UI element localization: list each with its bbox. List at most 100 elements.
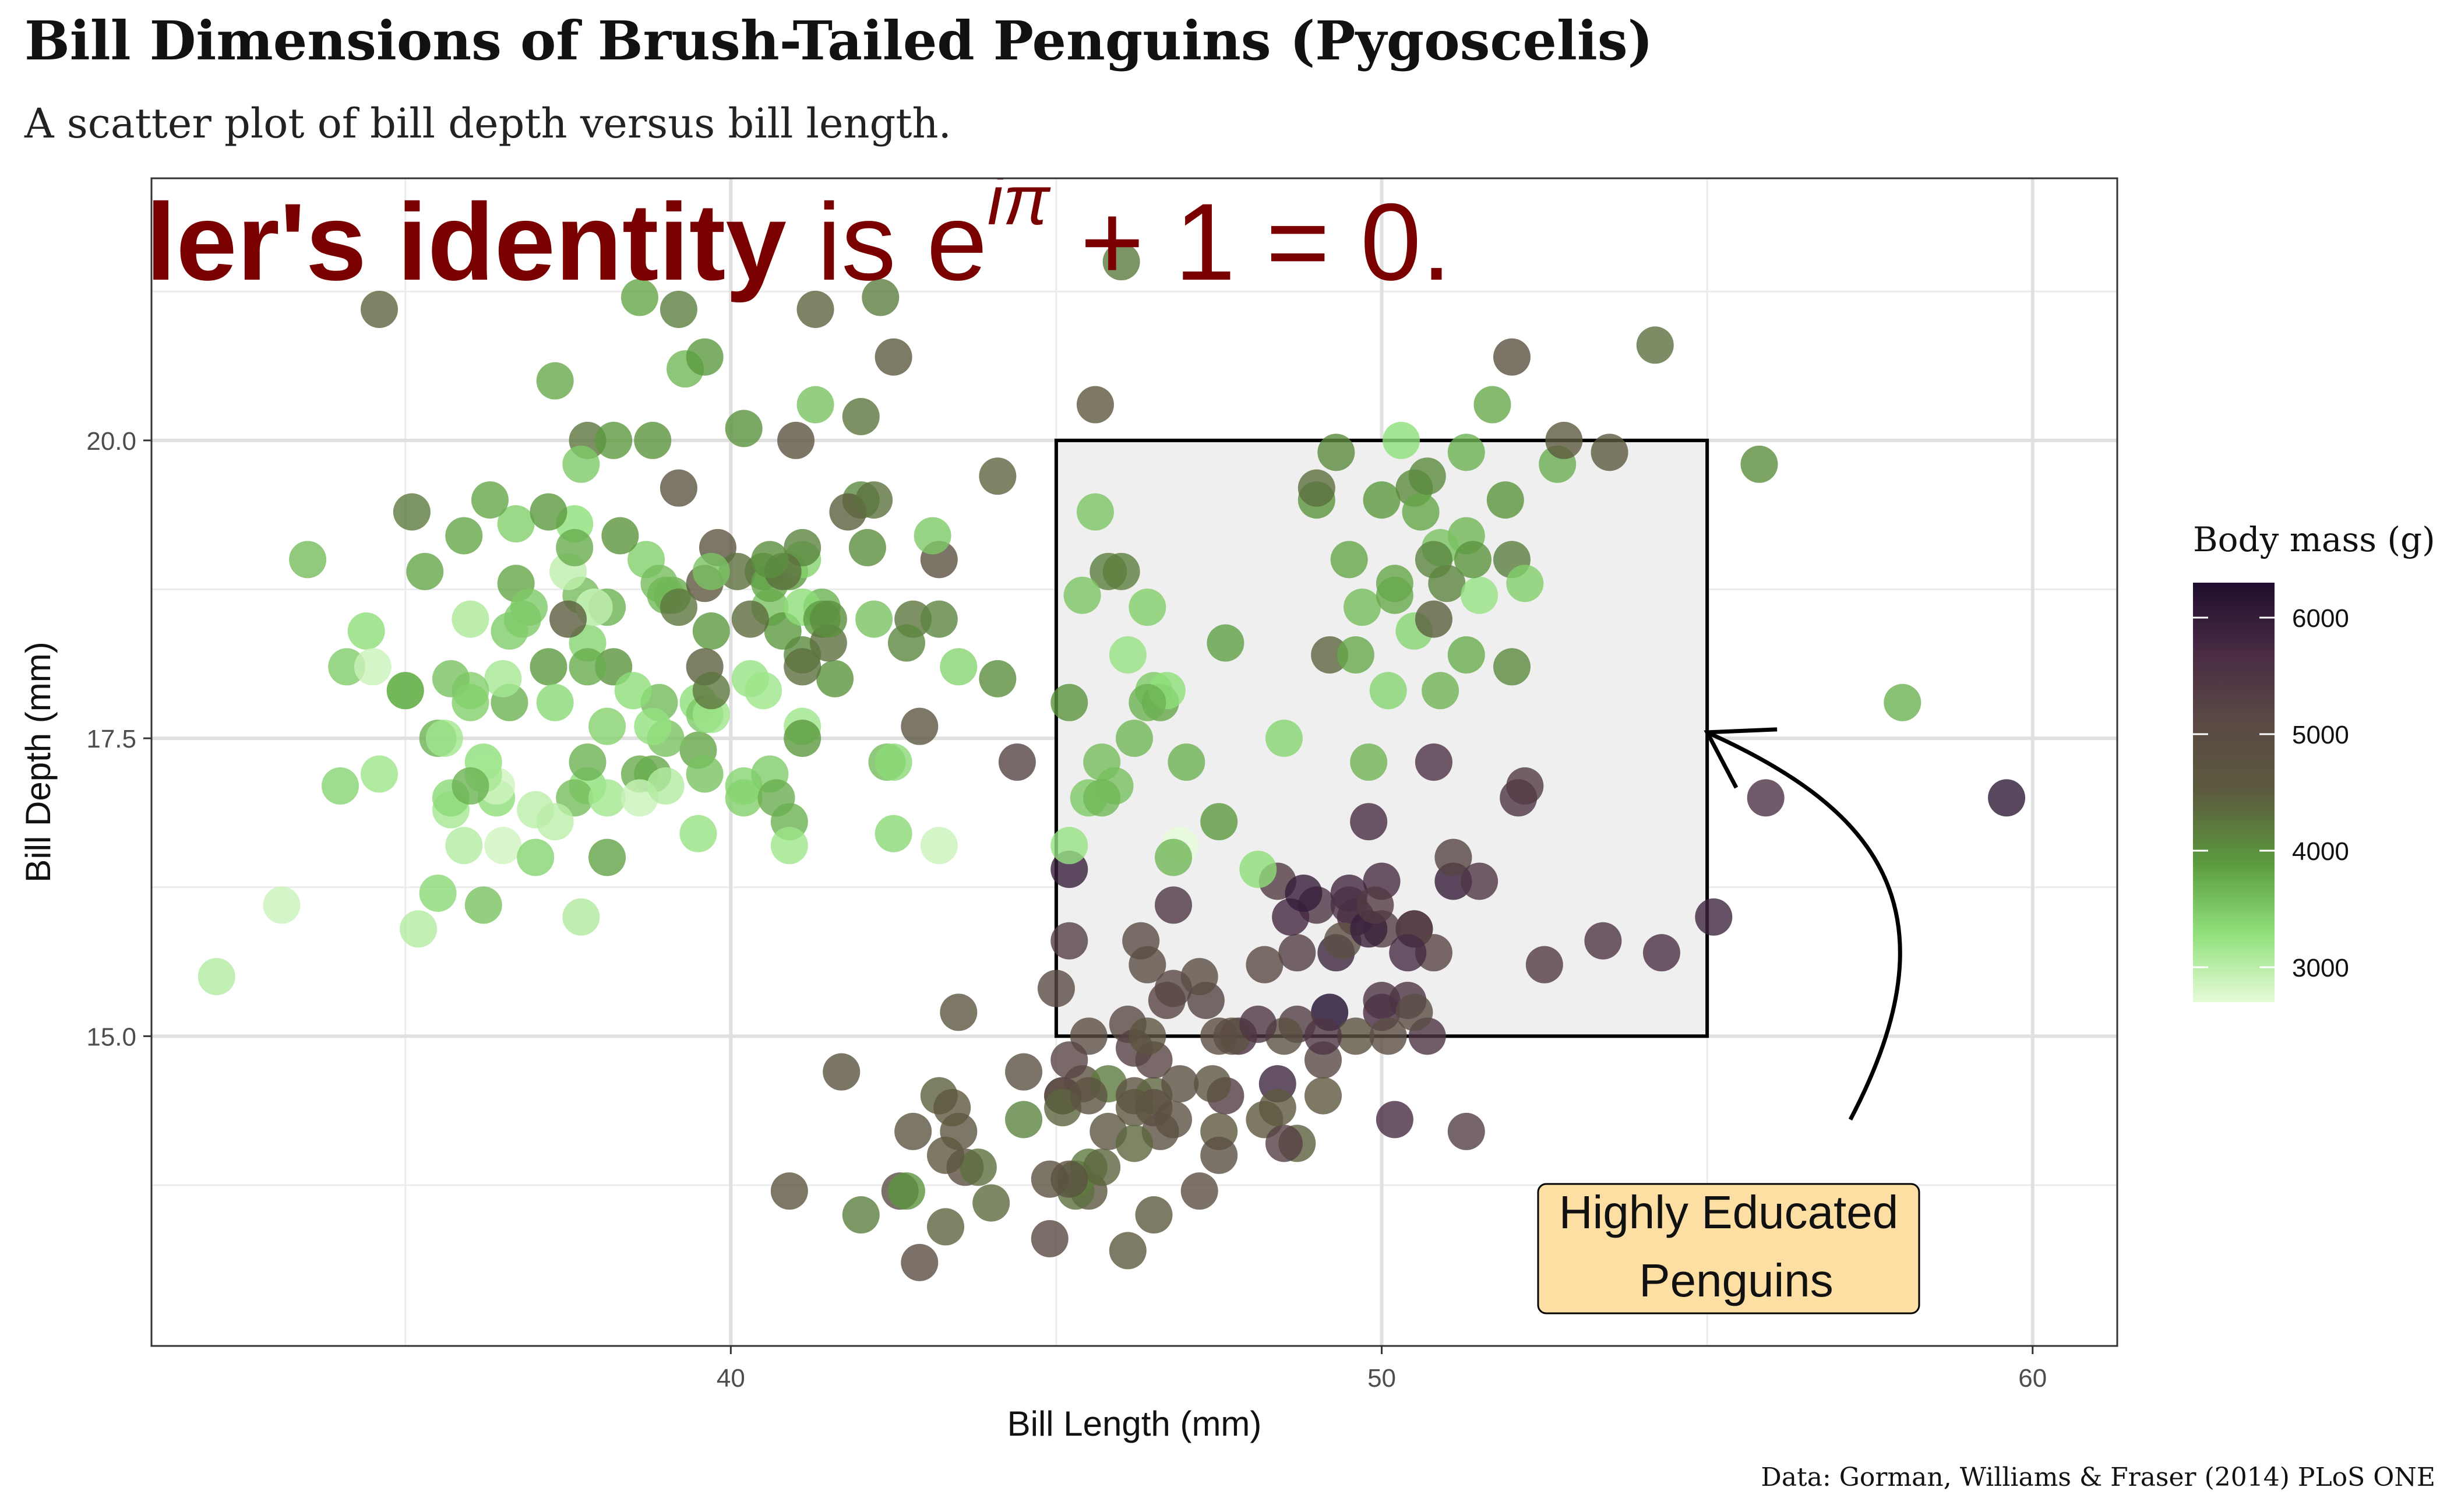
chart-subtitle: A scatter plot of bill depth versus bill… xyxy=(24,100,951,147)
data-point xyxy=(933,1089,971,1127)
data-point xyxy=(289,541,327,579)
data-point xyxy=(1695,898,1733,936)
data-point xyxy=(751,541,789,579)
data-point xyxy=(588,838,626,876)
annotation-arrowhead xyxy=(1704,727,1778,789)
data-point xyxy=(692,552,730,590)
data-point xyxy=(484,660,522,697)
legend-tick-label: 3000 xyxy=(2292,954,2349,982)
data-point xyxy=(784,648,821,686)
data-point xyxy=(1083,779,1121,817)
data-point xyxy=(1493,338,1531,376)
annotation-arrow xyxy=(1706,730,1902,1121)
data-point xyxy=(1129,588,1166,626)
data-point xyxy=(556,528,594,566)
data-point xyxy=(660,469,697,507)
data-point xyxy=(1278,934,1316,972)
data-point xyxy=(1050,683,1088,721)
annotation-label-line2: Penguins xyxy=(1639,1254,1834,1306)
legend-tick-label: 5000 xyxy=(2292,721,2349,749)
chart-title: Bill Dimensions of Brush-Tailed Penguins… xyxy=(24,9,1653,72)
data-point xyxy=(1376,1101,1413,1139)
data-point xyxy=(1747,779,1785,817)
data-point xyxy=(731,600,769,638)
data-point xyxy=(679,815,717,852)
data-point xyxy=(848,528,886,566)
data-point xyxy=(1031,1220,1069,1257)
data-point xyxy=(198,958,235,996)
data-point xyxy=(1031,1160,1069,1198)
data-point xyxy=(692,612,730,650)
data-point xyxy=(1461,576,1498,614)
data-point xyxy=(692,672,730,710)
data-point xyxy=(796,290,834,328)
data-point xyxy=(842,1196,880,1234)
euler-identity-annotation: ler's identity is eiπ + 1 = 0. xyxy=(146,161,1452,303)
data-point xyxy=(887,1172,925,1210)
data-point xyxy=(1200,1017,1238,1055)
data-point xyxy=(536,683,574,721)
data-point xyxy=(660,290,697,328)
data-point xyxy=(1395,993,1433,1031)
data-point xyxy=(660,588,697,626)
data-point xyxy=(855,600,893,638)
data-point xyxy=(471,481,509,519)
data-point xyxy=(1037,970,1075,1007)
x-tick-label: 60 xyxy=(2018,1364,2047,1393)
data-point xyxy=(757,779,795,817)
data-point xyxy=(1050,1041,1088,1079)
data-point xyxy=(1506,767,1544,805)
data-point xyxy=(1447,636,1485,674)
data-point xyxy=(1415,934,1452,972)
data-point xyxy=(1584,922,1622,960)
data-point xyxy=(530,648,567,686)
data-point xyxy=(1402,493,1440,531)
data-point xyxy=(1344,588,1381,626)
data-point xyxy=(1369,1017,1407,1055)
data-point xyxy=(1447,1112,1485,1150)
data-point xyxy=(1135,1196,1173,1234)
data-point xyxy=(959,1148,997,1186)
annotation-label-line1: Highly Educated xyxy=(1559,1186,1899,1238)
panel-content: ler's identity is eiπ + 1 = 0. xyxy=(146,161,2026,1281)
data-point xyxy=(569,743,607,781)
data-point xyxy=(1356,886,1394,924)
data-point xyxy=(842,397,880,435)
data-point xyxy=(1369,672,1407,710)
data-point xyxy=(1434,838,1472,876)
data-point xyxy=(1239,1005,1277,1043)
data-point xyxy=(620,279,658,316)
data-point xyxy=(809,600,847,638)
data-point xyxy=(887,624,925,662)
data-point xyxy=(1740,445,1778,483)
data-point xyxy=(823,1053,861,1091)
data-point xyxy=(1239,851,1277,889)
data-point xyxy=(875,815,912,852)
data-point xyxy=(549,600,587,638)
data-point xyxy=(634,707,672,745)
data-point xyxy=(588,779,626,817)
data-point xyxy=(770,1172,808,1210)
data-point xyxy=(855,481,893,519)
data-point xyxy=(862,279,900,316)
data-point xyxy=(1076,493,1114,531)
data-point xyxy=(634,421,672,459)
legend-ticks: 3000 4000 5000 6000 xyxy=(2193,604,2349,982)
data-point xyxy=(1304,1077,1342,1115)
legend-title: Body mass (g) xyxy=(2193,520,2435,559)
data-point xyxy=(1461,862,1498,900)
data-point xyxy=(875,338,912,376)
data-point xyxy=(1129,1017,1166,1055)
data-point xyxy=(386,672,424,710)
data-point xyxy=(497,505,535,543)
data-point xyxy=(452,600,489,638)
data-point xyxy=(425,720,463,757)
data-point xyxy=(1493,648,1531,686)
data-point xyxy=(972,1184,1010,1222)
data-point xyxy=(1337,636,1374,674)
data-point xyxy=(979,660,1017,697)
y-tick-label: 15.0 xyxy=(86,1023,136,1051)
legend-colorbar xyxy=(2193,583,2275,1002)
data-point xyxy=(1005,1101,1043,1139)
data-point xyxy=(1070,1077,1108,1115)
